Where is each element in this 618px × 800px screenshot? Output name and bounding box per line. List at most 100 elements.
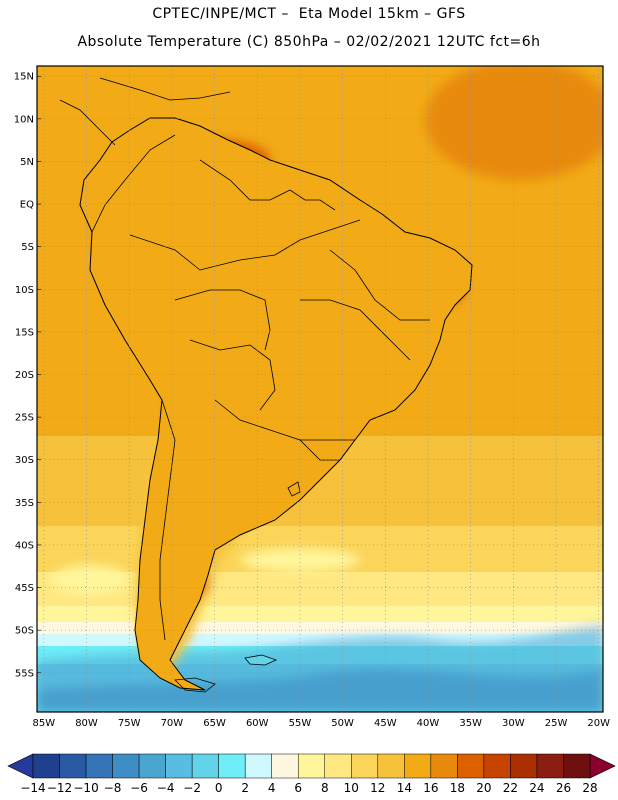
border-bolivia-north	[174, 289, 271, 351]
colorbar-label: 20	[476, 781, 491, 795]
lon-label: 30W	[502, 718, 525, 729]
cold-core	[37, 669, 603, 712]
lon-label: 80W	[75, 718, 98, 729]
colorbar-swatch	[457, 753, 485, 779]
colorbar-swatch	[165, 753, 193, 779]
lon-label: 50W	[331, 718, 354, 729]
colorbar-label: −4	[157, 781, 175, 795]
colorbar-swatch	[271, 753, 299, 779]
colorbar-over-arrow	[589, 753, 616, 779]
lon-label: 85W	[33, 718, 56, 729]
colorbar-swatch	[563, 753, 591, 779]
border-guianas	[289, 189, 336, 211]
coast-central-america	[59, 99, 116, 146]
colorbar-swatch	[85, 753, 113, 779]
colorbar-swatch	[138, 753, 166, 779]
colorbar-swatch	[297, 753, 326, 779]
lat-label: 40S	[15, 540, 34, 551]
colorbar-label: 28	[582, 781, 597, 795]
colorbar-under-arrow	[7, 753, 34, 779]
colorbar-label: −12	[47, 781, 72, 795]
colorbar-label: 4	[268, 781, 276, 795]
colorbar-label: 16	[423, 781, 438, 795]
colorbar-label: 0	[215, 781, 223, 795]
lon-label: 20W	[587, 718, 610, 729]
title-line-1: CPTEC/INPE/MCT – Eta Model 15km – GFS	[152, 6, 466, 22]
lat-label: 25S	[15, 413, 34, 424]
colorbar-label: 2	[241, 781, 249, 795]
band-midlat-4	[37, 622, 603, 634]
colorbar-swatch	[351, 753, 379, 779]
map-frame	[36, 65, 604, 713]
falkland-islands	[244, 654, 278, 666]
title-line-2: Absolute Temperature (C) 850hPa – 02/02/…	[77, 34, 541, 50]
lat-label: 10S	[15, 285, 34, 296]
lon-label: 40W	[417, 718, 440, 729]
lat-label: 30S	[15, 455, 34, 466]
longitude-labels: 85W 80W 75W 70W 65W 60W 55W 50W 45W 40W 35W 30W 25W 2…	[33, 718, 611, 729]
lat-label: 20S	[15, 370, 34, 381]
colorbar-labels: −14 −12 −10 −8 −6 −4 −2 0 2 4 6 8 10 12 14 16 18 20 22 24 26…	[20, 781, 597, 795]
lon-label: 55W	[289, 718, 312, 729]
temperature-field	[37, 66, 603, 712]
border-paraguay	[214, 399, 340, 461]
lat-label: 5S	[21, 242, 34, 253]
lat-label: 50S	[15, 626, 34, 637]
colorbar-swatch	[59, 753, 87, 779]
lat-label: 55S	[15, 668, 34, 679]
border-chile-argentina	[159, 399, 176, 641]
lat-label: 5N	[20, 157, 34, 168]
lon-label: 25W	[545, 718, 568, 729]
border-brazil-states-2	[300, 299, 411, 361]
colorbar-label: −10	[73, 781, 98, 795]
colorbar-label: 6	[294, 781, 302, 795]
colorbar-label: 14	[397, 781, 412, 795]
lat-label: 15N	[14, 72, 34, 83]
colorbar-label: 8	[321, 781, 329, 795]
border-amazon	[129, 219, 361, 271]
colorbar-swatch	[32, 753, 60, 779]
pacific-cool-patch	[50, 565, 130, 595]
colorbar-label: 12	[370, 781, 385, 795]
colorbar-swatch	[324, 753, 352, 779]
latitude-labels: 15N 10N 5N EQ 5S 10S 15S 20S 25S 30S 35S 40S 45S 50S 5…	[14, 72, 34, 680]
colorbar-swatch	[244, 753, 272, 779]
country-borders	[59, 77, 473, 691]
grid-lines	[37, 66, 603, 712]
atlantic-cool-patch	[240, 548, 360, 572]
colorbar-label: −2	[183, 781, 201, 795]
colorbar-swatch	[430, 753, 458, 779]
colorbar-label: −8	[104, 781, 122, 795]
border-ecuador-colombia	[91, 134, 176, 233]
lat-label: 45S	[15, 583, 34, 594]
band-midlat-3	[37, 606, 603, 622]
colorbar-swatch	[191, 753, 219, 779]
lon-label: 65W	[203, 718, 226, 729]
colorbar-label: 22	[503, 781, 518, 795]
colorbar-label: 24	[529, 781, 544, 795]
border-venezuela	[199, 159, 291, 201]
colorbar-swatch	[218, 753, 246, 779]
lon-label: 70W	[161, 718, 184, 729]
colorbar-label: −6	[130, 781, 148, 795]
lon-label: 45W	[374, 718, 397, 729]
colorbar	[7, 753, 616, 779]
colorbar-swatch	[404, 753, 432, 779]
colorbar-label: 18	[450, 781, 465, 795]
lon-label: 35W	[459, 718, 482, 729]
colorbar-swatch	[112, 753, 140, 779]
warm-patch-north-atlantic	[425, 66, 603, 180]
colorbar-label: 26	[556, 781, 571, 795]
lagoa-dos-patos	[287, 481, 301, 497]
colorbar-swatch	[483, 753, 511, 779]
lon-label: 75W	[118, 718, 141, 729]
lat-label: EQ	[20, 200, 34, 211]
band-midlat-2	[37, 572, 603, 606]
colorbar-swatch	[377, 753, 405, 779]
coast-caribbean	[99, 77, 231, 101]
lat-label: 10N	[14, 114, 34, 125]
colorbar-swatch	[536, 753, 564, 779]
colorbar-label: −14	[20, 781, 45, 795]
border-brazil-states-1	[329, 249, 430, 321]
